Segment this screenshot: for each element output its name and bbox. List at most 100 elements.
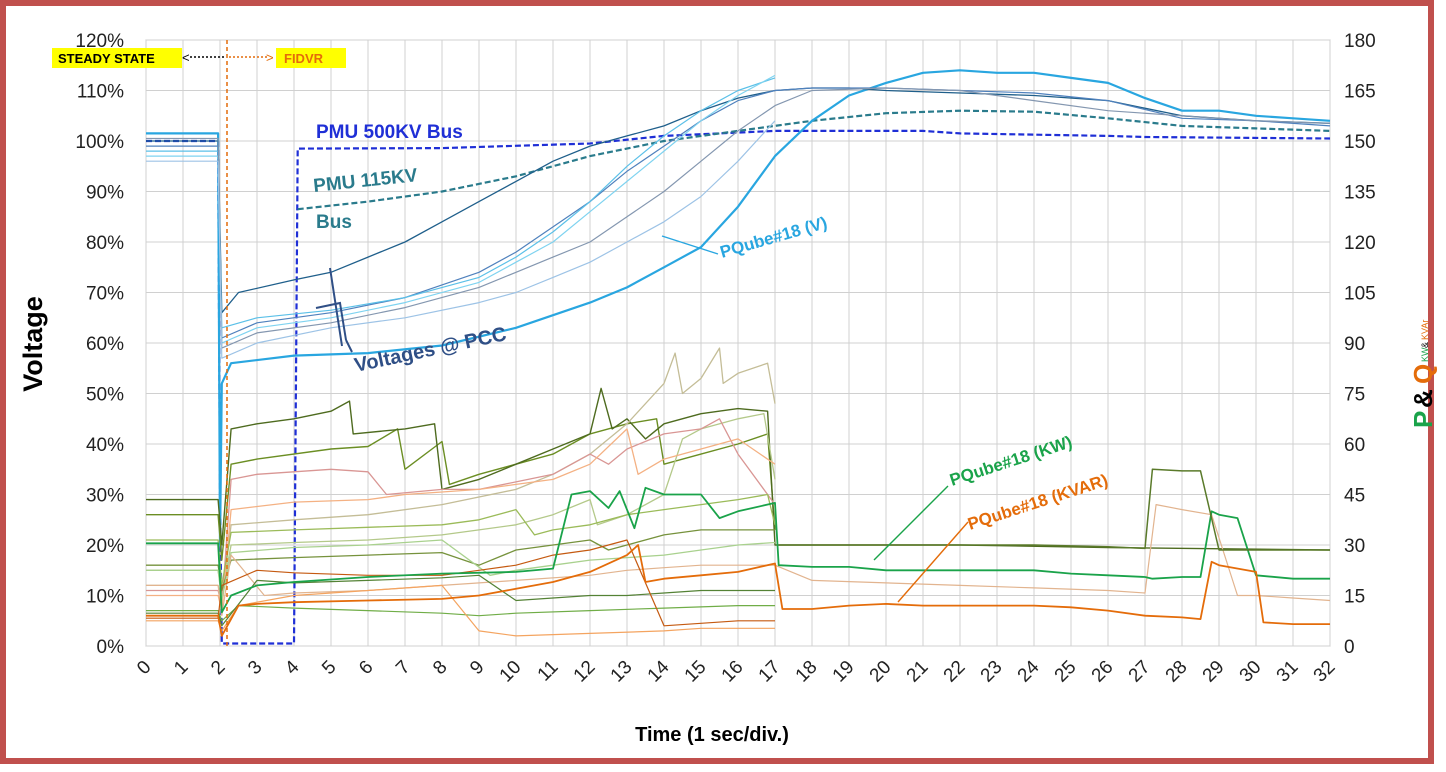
series-pqube-18-kvar [146, 544, 1330, 637]
y-tick-label: 50% [86, 385, 124, 406]
x-tick-label: 27 [1125, 657, 1155, 687]
x-tick-label: 4 [281, 656, 304, 679]
x-tick-label: 14 [644, 656, 674, 686]
series-line-21 [146, 539, 775, 627]
y2-tick-label: 165 [1344, 82, 1376, 103]
y2-axis-title: P & Q KW & KVAr [1408, 320, 1438, 428]
x-tick-label: 5 [318, 657, 340, 679]
x-tick-label: 21 [903, 657, 933, 687]
x-tick-label: 22 [940, 657, 970, 687]
y2-title-amp: & [1408, 389, 1438, 408]
pqube-kvar-label: PQube#18 (KVAR) [965, 471, 1110, 534]
series-line-20 [146, 574, 775, 627]
x-tick-label: 1 [170, 657, 192, 679]
y2-tick-label: 15 [1344, 587, 1365, 608]
x-axis-ticks: 0 1 2 3 4 5 6 7 8 9 10 11 12 13 14 15 16 17 18 19 20 21 22 23 24… [133, 656, 1339, 686]
x-tick-label: 13 [607, 657, 637, 687]
y-tick-label: 20% [86, 536, 124, 557]
y-tick-label: 80% [86, 233, 124, 254]
y2-tick-label: 30 [1344, 536, 1365, 557]
x-tick-label: 3 [244, 657, 266, 679]
y-tick-label: 70% [86, 284, 124, 305]
x-tick-label: 30 [1236, 657, 1266, 687]
y2-tick-label: 45 [1344, 486, 1365, 507]
series-pqube-18-v [146, 69, 1331, 547]
x-tick-label: 17 [755, 657, 785, 687]
fidvr-label: FIDVR [284, 51, 324, 66]
x-tick-label: 15 [681, 657, 711, 687]
x-tick-label: 10 [496, 657, 526, 687]
x-tick-label: 12 [570, 657, 600, 687]
x-tick-label: 11 [534, 657, 563, 686]
series-pmu-500kv-bus [146, 129, 1331, 645]
x-tick-label: 9 [466, 657, 488, 679]
y-tick-label: 100% [75, 132, 124, 153]
series-line-11 [146, 413, 776, 597]
series-pqube-18-kw [146, 486, 1330, 614]
series-line-9 [146, 418, 776, 561]
steady-state-label-bg [52, 48, 182, 68]
y2-tick-label: 120 [1344, 233, 1376, 254]
x-tick-label: 20 [866, 657, 896, 687]
y-axis-title: Voltage [18, 296, 48, 392]
y2-tick-label: 75 [1344, 385, 1365, 406]
pcc-label: Voltages @ PCC [352, 323, 508, 377]
x-tick-label: 18 [792, 657, 822, 687]
pqube-v-pointer [661, 235, 719, 255]
series-line-7 [146, 87, 1331, 349]
y2-tick-label: 105 [1344, 284, 1376, 305]
steady-state-arrowhead: < [182, 50, 190, 65]
y2-title-unit-kw: KW [1420, 347, 1430, 362]
y2-title-unit-kvar: KVAr [1420, 320, 1430, 340]
fidvr-label-bg [276, 48, 346, 68]
x-tick-label: 29 [1199, 657, 1229, 687]
y-tick-label: 30% [86, 486, 124, 507]
y-tick-label: 90% [86, 183, 124, 204]
y2-tick-label: 90 [1344, 334, 1365, 355]
pqube-kvar-pointer [897, 521, 969, 603]
x-tick-label: 32 [1310, 657, 1340, 687]
series-line-16 [146, 529, 775, 592]
pqube-v-label: PQube#18 (V) [718, 213, 830, 262]
pcc-bracket [315, 267, 353, 353]
x-tick-label: 2 [207, 657, 229, 679]
x-axis-title: Time (1 sec/div.) [635, 724, 789, 746]
y2-tick-label: 135 [1344, 183, 1376, 204]
steady-state-label: STEADY STATE [58, 51, 155, 66]
y-tick-label: 10% [86, 587, 124, 608]
y-tick-label: 110% [77, 82, 124, 103]
series-line-19 [146, 605, 775, 622]
y-axis-ticks: 0% 10% 20% 30% 40% 50% 60% 70% 80% 90% 100% 110% 120… [75, 31, 124, 658]
x-tick-label: 24 [1014, 656, 1044, 686]
y-tick-label: 0% [97, 637, 125, 658]
x-tick-label: 26 [1088, 657, 1118, 687]
y-tick-label: 120% [75, 31, 124, 52]
y2-title-p: P [1408, 411, 1438, 428]
series-line-12 [146, 347, 776, 602]
series-line-8 [146, 120, 776, 359]
y2-title-unit-and: & [1420, 342, 1430, 348]
y2-tick-label: 0 [1344, 637, 1355, 658]
series-line-25 [778, 468, 1330, 551]
y2-tick-label: 180 [1344, 31, 1376, 52]
pmu-500kv-label: PMU 500KV Bus [316, 122, 463, 143]
x-tick-label: 8 [429, 657, 451, 679]
series-line-5 [146, 77, 776, 329]
x-tick-label: 6 [355, 657, 377, 679]
x-tick-label: 7 [392, 657, 414, 679]
series-line-6 [146, 74, 776, 344]
y-tick-label: 40% [86, 435, 124, 456]
series-line-22 [146, 584, 775, 637]
x-tick-label: 16 [718, 657, 748, 687]
series-line-13 [146, 418, 776, 607]
pqube-kw-label: PQube#18 (KW) [947, 432, 1074, 489]
x-tick-label: 31 [1273, 657, 1303, 687]
y2-tick-label: 60 [1344, 435, 1365, 456]
series-line-3 [146, 87, 1331, 314]
series-line-18 [146, 504, 1331, 617]
x-tick-label: 0 [133, 657, 155, 679]
series-group [146, 69, 1331, 645]
y2-title-q: Q [1408, 364, 1438, 384]
